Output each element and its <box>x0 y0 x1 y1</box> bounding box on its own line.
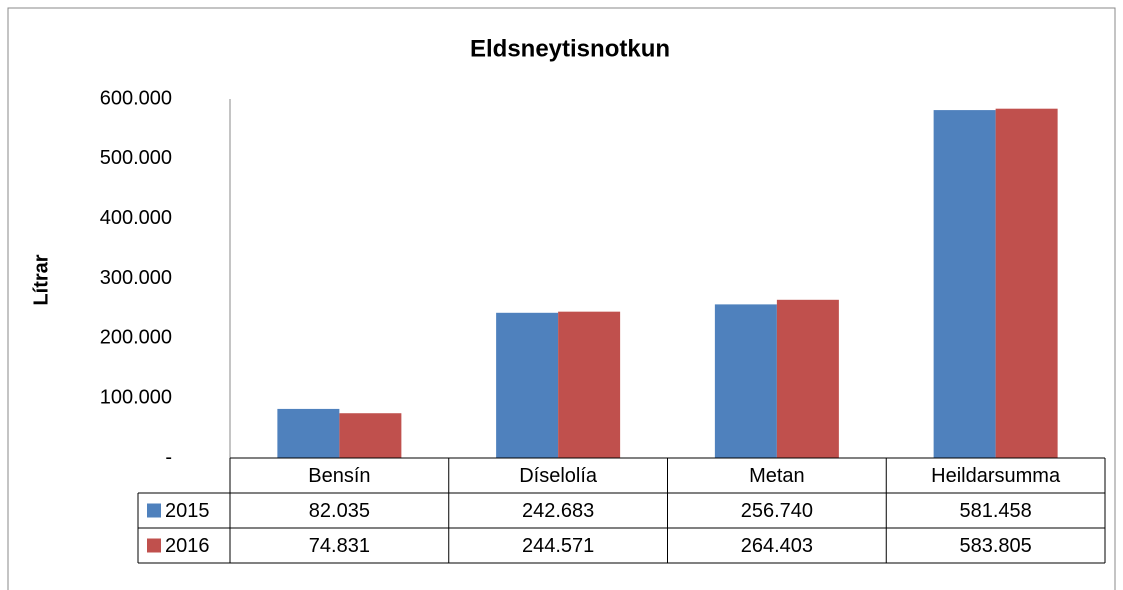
bar <box>339 413 402 458</box>
category-label: Heildarsumma <box>931 465 1061 487</box>
y-tick-label: 400.000 <box>100 207 172 229</box>
legend-key <box>147 538 161 553</box>
category-label: Díselolía <box>519 465 598 487</box>
bar <box>995 108 1058 459</box>
chart-frame <box>7 7 1116 590</box>
bar <box>714 304 777 458</box>
y-tick-label: 600.000 <box>100 87 172 109</box>
data-table-value: 244.571 <box>522 535 594 557</box>
data-table-value: 82.035 <box>309 500 370 522</box>
y-axis-label: Lítrar <box>30 254 52 305</box>
bar <box>277 408 340 458</box>
data-table-value: 256.740 <box>741 500 813 522</box>
y-tick-label: 500.000 <box>100 147 172 169</box>
chart-title: Eldsneytisnotkun <box>470 35 670 62</box>
category-label: Metan <box>749 465 805 487</box>
bar <box>776 299 839 458</box>
bar <box>558 311 621 458</box>
data-table-value: 583.805 <box>959 535 1031 557</box>
bar <box>933 110 996 458</box>
bar <box>496 312 559 458</box>
category-label: Bensín <box>308 465 370 487</box>
data-table-value: 242.683 <box>522 500 594 522</box>
y-tick-label: 300.000 <box>100 267 172 289</box>
data-table-value: 264.403 <box>741 535 813 557</box>
y-tick-label: 100.000 <box>100 386 172 408</box>
data-table-value: 581.458 <box>959 500 1031 522</box>
y-tick-label: - <box>165 446 172 468</box>
y-tick-label: 200.000 <box>100 327 172 349</box>
data-table-value: 74.831 <box>309 535 370 557</box>
legend-label: 2016 <box>165 535 210 557</box>
legend-label: 2015 <box>165 500 210 522</box>
legend-key <box>147 503 161 518</box>
